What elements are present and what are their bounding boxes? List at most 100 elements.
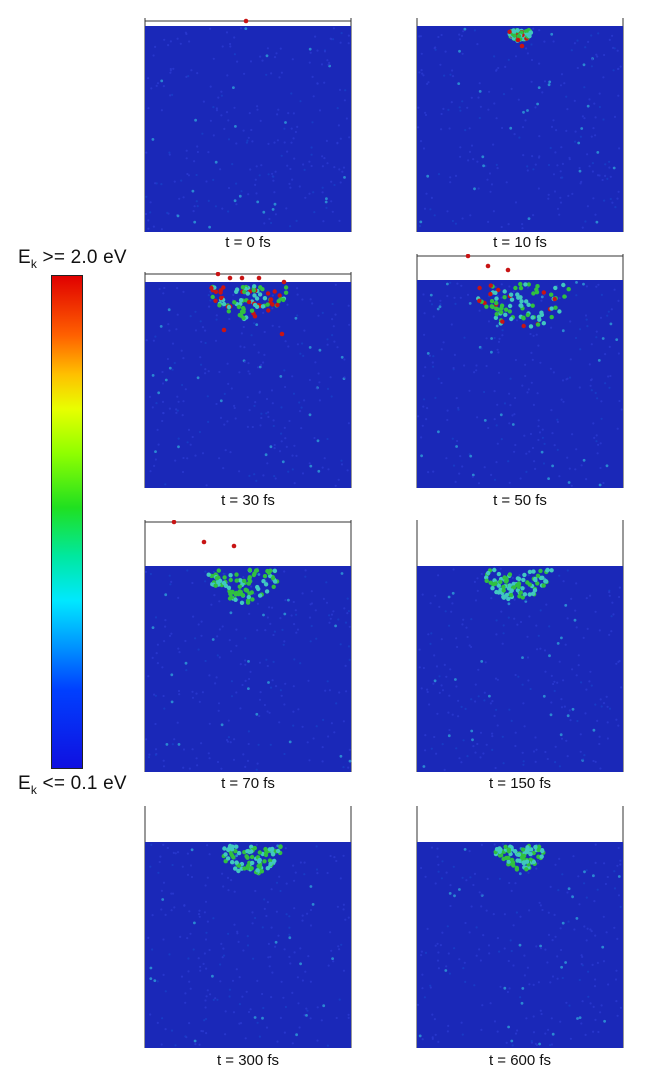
atom bbox=[571, 433, 574, 436]
atom bbox=[577, 875, 580, 878]
atom bbox=[493, 418, 496, 421]
atom bbox=[443, 663, 446, 666]
atom bbox=[535, 867, 538, 870]
excited-atom bbox=[260, 287, 265, 292]
atom bbox=[440, 684, 443, 687]
atom bbox=[292, 600, 295, 604]
atom bbox=[316, 439, 320, 443]
atom bbox=[267, 942, 270, 945]
atom bbox=[426, 82, 429, 85]
atom bbox=[212, 570, 215, 573]
excited-atom bbox=[232, 300, 237, 305]
atom bbox=[596, 397, 599, 400]
atom bbox=[426, 690, 429, 694]
atom bbox=[191, 696, 195, 699]
atom bbox=[245, 141, 248, 144]
atom bbox=[521, 223, 524, 226]
atom bbox=[539, 904, 542, 907]
atom bbox=[348, 658, 351, 661]
atom bbox=[324, 200, 328, 204]
atom bbox=[531, 358, 534, 361]
atom bbox=[308, 413, 312, 417]
excited-atom bbox=[262, 574, 268, 579]
atom bbox=[504, 65, 507, 68]
atom bbox=[315, 387, 318, 390]
excited-atom bbox=[272, 289, 277, 294]
atom bbox=[497, 371, 501, 374]
excited-atom bbox=[566, 287, 571, 292]
atom bbox=[610, 308, 613, 311]
excited-atom bbox=[516, 33, 522, 39]
excited-atom bbox=[227, 596, 233, 601]
atom bbox=[154, 748, 158, 751]
excited-atom bbox=[506, 855, 511, 860]
atom bbox=[291, 178, 294, 181]
atom bbox=[237, 940, 240, 943]
atom bbox=[602, 118, 605, 121]
atom bbox=[437, 377, 440, 380]
atom bbox=[614, 978, 618, 981]
excited-atom bbox=[501, 588, 506, 593]
atom bbox=[432, 315, 435, 318]
atom bbox=[559, 1020, 562, 1023]
atom bbox=[417, 106, 420, 109]
atom bbox=[338, 948, 341, 951]
atom bbox=[231, 979, 235, 982]
atom bbox=[331, 334, 334, 337]
atom bbox=[310, 602, 314, 605]
atom bbox=[201, 326, 205, 329]
atom bbox=[547, 193, 550, 196]
excited-atom bbox=[233, 866, 238, 871]
atom bbox=[526, 169, 529, 172]
atom bbox=[299, 861, 302, 864]
atom bbox=[204, 884, 207, 887]
atom bbox=[306, 1009, 309, 1012]
atom bbox=[154, 182, 157, 185]
atom bbox=[244, 663, 247, 666]
atom bbox=[332, 960, 335, 963]
atom bbox=[290, 92, 293, 95]
atom bbox=[420, 69, 423, 72]
atom bbox=[544, 750, 547, 754]
excited-atom bbox=[499, 310, 504, 315]
excited-atom bbox=[283, 290, 289, 295]
atom bbox=[244, 637, 247, 640]
atom bbox=[248, 612, 251, 615]
excited-atom bbox=[234, 578, 239, 583]
atom bbox=[244, 659, 247, 662]
atom bbox=[325, 601, 329, 604]
atom bbox=[227, 889, 230, 892]
atom bbox=[285, 913, 288, 916]
atom bbox=[532, 403, 535, 406]
atom bbox=[433, 214, 436, 217]
atom bbox=[473, 872, 477, 875]
atom bbox=[271, 324, 274, 327]
atom bbox=[417, 126, 420, 129]
atom bbox=[596, 961, 599, 964]
atom bbox=[233, 890, 236, 893]
atom bbox=[347, 422, 350, 425]
atom bbox=[298, 401, 301, 404]
atom bbox=[275, 52, 278, 55]
atom bbox=[228, 988, 231, 991]
atom bbox=[480, 572, 483, 576]
atom bbox=[311, 903, 315, 906]
atom bbox=[269, 743, 272, 746]
atom bbox=[598, 92, 601, 95]
atom bbox=[475, 954, 478, 957]
atom bbox=[306, 741, 309, 744]
atom bbox=[612, 69, 615, 72]
atom bbox=[513, 598, 516, 601]
excited-atom bbox=[486, 570, 491, 576]
atom bbox=[218, 600, 221, 603]
excited-atom bbox=[521, 577, 526, 583]
atom bbox=[238, 371, 241, 374]
atom bbox=[579, 135, 582, 138]
atom bbox=[186, 457, 189, 460]
atom bbox=[455, 637, 458, 640]
atom bbox=[312, 95, 315, 98]
atom bbox=[181, 383, 184, 387]
atom bbox=[512, 290, 515, 293]
atom bbox=[307, 955, 310, 958]
atom bbox=[574, 468, 577, 471]
